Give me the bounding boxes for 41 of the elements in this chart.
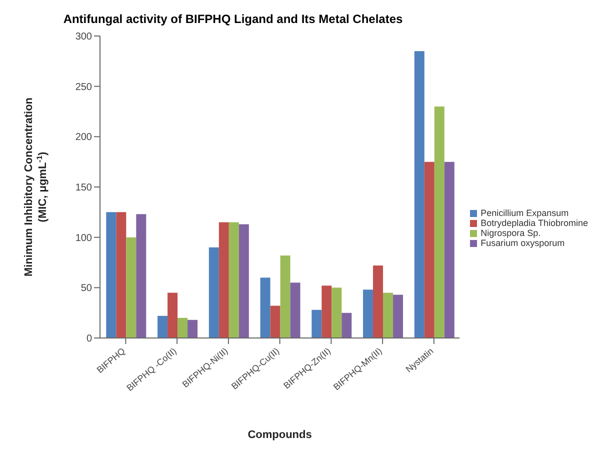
bar	[270, 306, 280, 338]
bar	[280, 255, 290, 338]
y-tick-label: 250	[75, 82, 92, 93]
bar	[342, 312, 352, 338]
y-tick-label: 150	[75, 182, 92, 194]
bar	[414, 51, 424, 338]
bar	[168, 292, 178, 338]
bar	[158, 316, 168, 338]
bar	[363, 290, 374, 338]
y-tick-label: 200	[75, 132, 92, 144]
y-tick-label: 300	[75, 32, 92, 43]
bar	[424, 162, 434, 338]
bar	[260, 278, 270, 338]
bar	[208, 247, 219, 338]
bar	[106, 212, 116, 338]
bar	[383, 292, 394, 338]
bar	[290, 282, 300, 338]
chart-title: Antifungal activity of BIFPHQ Ligand and Its Metal Chelates	[62, 12, 404, 26]
bar	[116, 212, 126, 338]
bar	[393, 294, 404, 338]
bar	[434, 106, 444, 338]
bar	[178, 318, 188, 338]
bar	[373, 266, 384, 338]
bar	[126, 237, 136, 338]
bar	[444, 162, 454, 338]
legend-label: Fusarium oxysporum	[480, 238, 565, 248]
y-tick-label: 100	[75, 232, 92, 244]
bar	[228, 222, 239, 338]
legend-label: Botrydepladia Thiobromine	[480, 218, 588, 228]
x-axis-title: Compounds	[248, 429, 312, 441]
bar	[312, 310, 322, 338]
y-tick-label: 0	[86, 334, 92, 345]
bar	[322, 286, 332, 338]
bar	[218, 222, 229, 338]
bar	[238, 224, 249, 338]
legend-label: Nigrospora Sp.	[480, 228, 541, 238]
bar	[188, 320, 198, 338]
legend-label: Penicillium Expansum	[480, 208, 569, 218]
y-tick-label: 50	[80, 283, 92, 294]
bar	[332, 288, 342, 338]
bar	[136, 214, 146, 338]
